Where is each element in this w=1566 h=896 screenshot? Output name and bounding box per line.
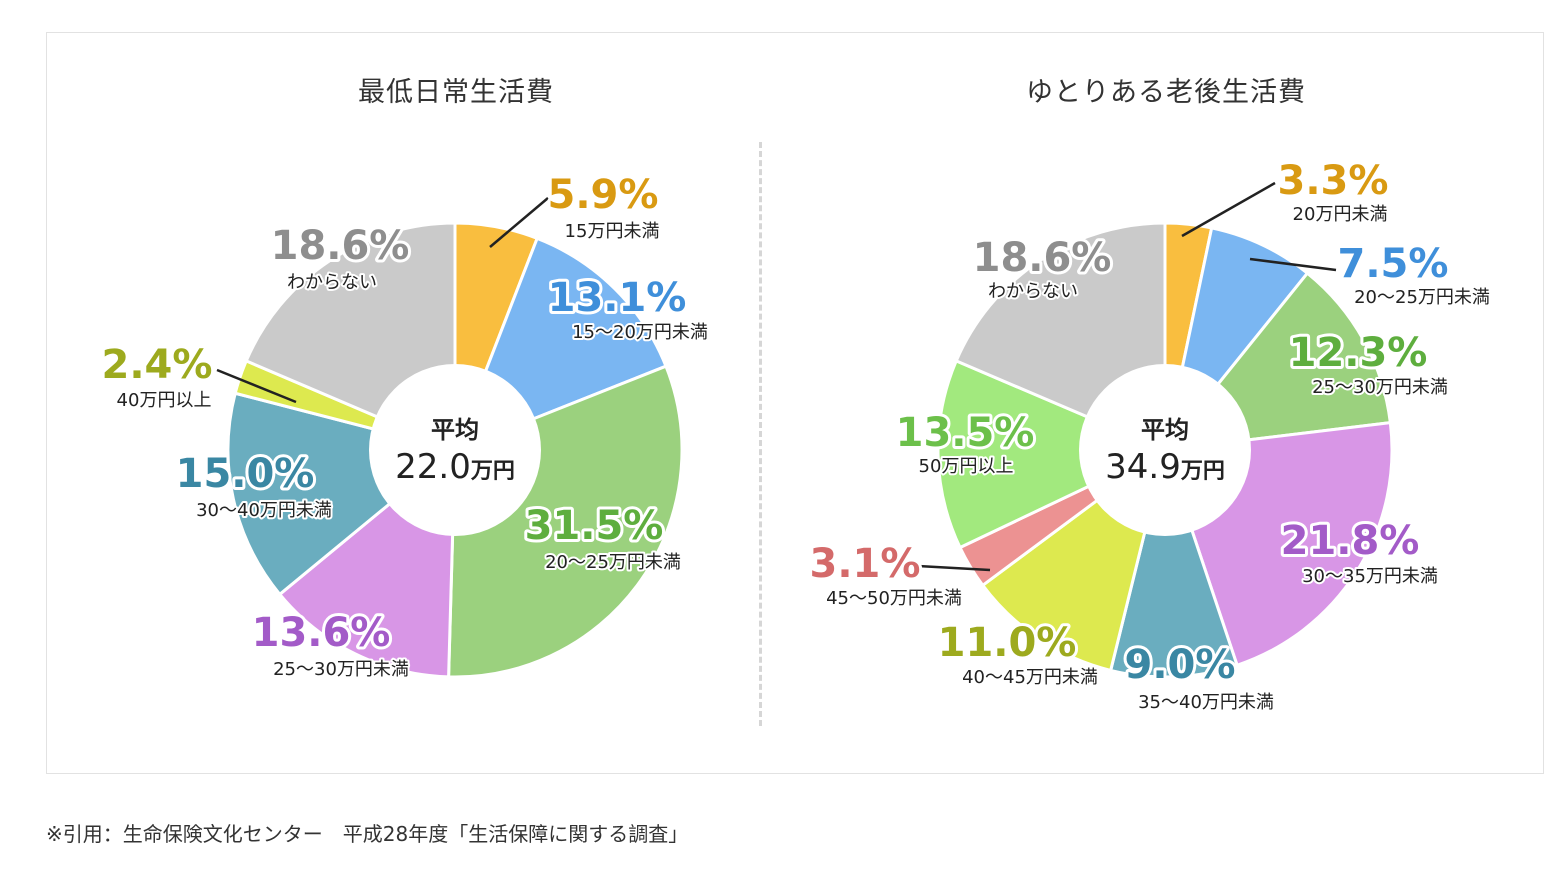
percent-label: 13.1% <box>548 275 687 321</box>
category-label: 40万円以上 <box>117 390 212 411</box>
leader-line <box>216 368 297 404</box>
category-label: 20万円未満 <box>1293 204 1388 225</box>
center-label: 平均 <box>1141 416 1189 444</box>
donut-center <box>1079 364 1251 536</box>
category-label: 20〜25万円未満 <box>545 552 681 573</box>
percent-label: 18.6% <box>271 223 410 269</box>
chart-divider <box>759 142 762 726</box>
category-label: 15万円未満 <box>565 221 660 242</box>
donut-center <box>369 364 541 536</box>
category-label: 25〜30万円未満 <box>1312 377 1448 398</box>
percent-label: 5.9% <box>548 172 659 218</box>
category-label: 40〜45万円未満 <box>962 667 1098 688</box>
center-value: 22.0万円 <box>395 447 515 487</box>
percent-label: 9.0% <box>1125 642 1236 688</box>
chart-title-left: 最低日常生活費 <box>358 77 554 108</box>
category-label: 30〜40万円未満 <box>196 500 332 521</box>
category-label: 20〜25万円未満 <box>1354 287 1490 308</box>
category-label: わからない <box>988 281 1078 302</box>
percent-label: 21.8% <box>1281 518 1420 564</box>
donut-slice <box>1109 448 1239 679</box>
category-label: 45〜50万円未満 <box>826 588 962 609</box>
category-label: わからない <box>287 272 377 293</box>
percent-label: 11.0% <box>938 620 1077 666</box>
percent-label: 15.0% <box>176 451 315 497</box>
leader-line <box>1181 181 1276 238</box>
center-label: 平均 <box>431 416 479 444</box>
percent-label: 12.3% <box>1289 330 1428 376</box>
leader-line <box>489 197 549 248</box>
category-label: 30〜35万円未満 <box>1302 566 1438 587</box>
leader-line <box>1249 257 1337 272</box>
source-footnote: ※引用：生命保険文化センター 平成28年度「生活保障に関する調査」 <box>46 822 689 846</box>
percent-label: 18.6% <box>973 235 1112 281</box>
percent-label: 7.5% <box>1338 241 1449 287</box>
chart-title-right: ゆとりある老後生活費 <box>1026 77 1306 108</box>
category-label: 25〜30万円未満 <box>273 659 409 680</box>
percent-label: 31.5% <box>525 503 664 549</box>
leader-line <box>917 564 991 572</box>
percent-label: 3.1% <box>810 541 921 587</box>
donut-slice <box>936 359 1167 550</box>
category-label: 35〜40万円未満 <box>1138 692 1274 713</box>
category-label: 50万円以上 <box>919 456 1014 477</box>
percent-label: 3.3% <box>1278 158 1389 204</box>
percent-label: 13.6% <box>252 610 391 656</box>
percent-label: 13.5% <box>896 410 1035 456</box>
category-label: 15〜20万円未満 <box>572 322 708 343</box>
percent-label: 2.4% <box>102 342 213 388</box>
center-value: 34.9万円 <box>1105 447 1225 487</box>
